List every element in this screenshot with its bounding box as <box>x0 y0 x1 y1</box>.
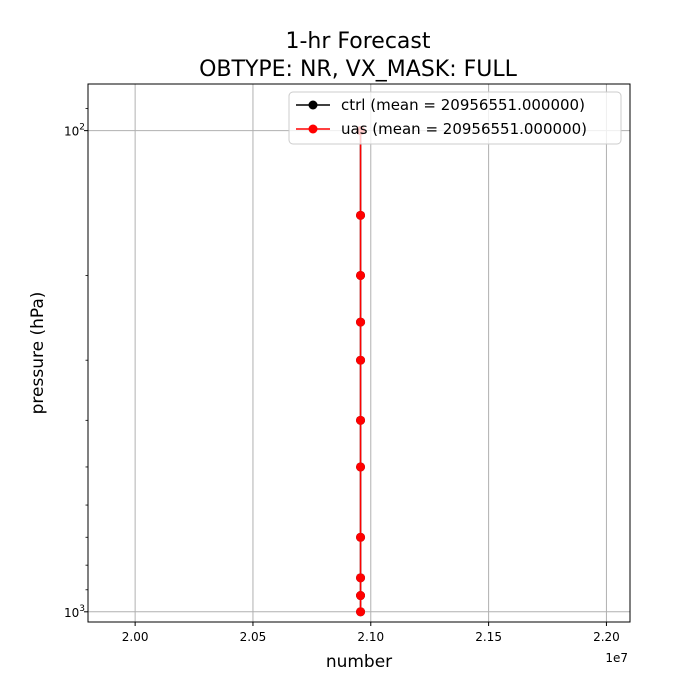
chart-title: 1-hr Forecast <box>285 29 430 54</box>
data-point <box>356 607 366 617</box>
series-1 <box>356 126 366 617</box>
legend-swatch-marker-uas <box>308 124 318 134</box>
x-tick-label: 2.00 <box>122 630 149 644</box>
x-tick-label: 2.05 <box>240 630 267 644</box>
y-tick-label: 103 <box>64 604 85 620</box>
data-point <box>356 415 366 425</box>
y-tick-label: 102 <box>64 123 85 139</box>
data-point <box>356 591 366 601</box>
x-tick-label: 2.15 <box>475 630 502 644</box>
x-axis-offset-label: 1e7 <box>605 651 628 665</box>
y-axis: 102 103 <box>64 108 88 620</box>
data-point <box>356 317 366 327</box>
x-tick-label: 2.20 <box>593 630 620 644</box>
data-point <box>356 462 366 472</box>
x-tick-label: 2.10 <box>357 630 384 644</box>
legend-label-ctrl: ctrl (mean = 20956551.000000) <box>341 96 585 114</box>
data-point <box>356 573 366 583</box>
legend-label-uas: uas (mean = 20956551.000000) <box>341 120 587 138</box>
legend-entry-uas: uas (mean = 20956551.000000) <box>296 120 587 138</box>
legend-entry-ctrl: ctrl (mean = 20956551.000000) <box>296 96 585 114</box>
data-point <box>356 270 366 280</box>
series-layer <box>356 126 366 617</box>
plot-frame <box>87 83 631 623</box>
x-axis-label: number <box>326 652 392 672</box>
legend-swatch-marker-ctrl <box>308 100 318 110</box>
data-point <box>356 532 366 542</box>
data-point <box>356 355 366 365</box>
chart-subtitle: OBTYPE: NR, VX_MASK: FULL <box>199 57 518 82</box>
x-axis: 2.00 2.05 2.10 2.15 2.20 <box>122 622 620 644</box>
legend: ctrl (mean = 20956551.000000) uas (mean … <box>288 91 622 145</box>
y-axis-label: pressure (hPa) <box>28 292 48 415</box>
legend-frame <box>288 91 622 145</box>
data-point <box>356 210 366 220</box>
